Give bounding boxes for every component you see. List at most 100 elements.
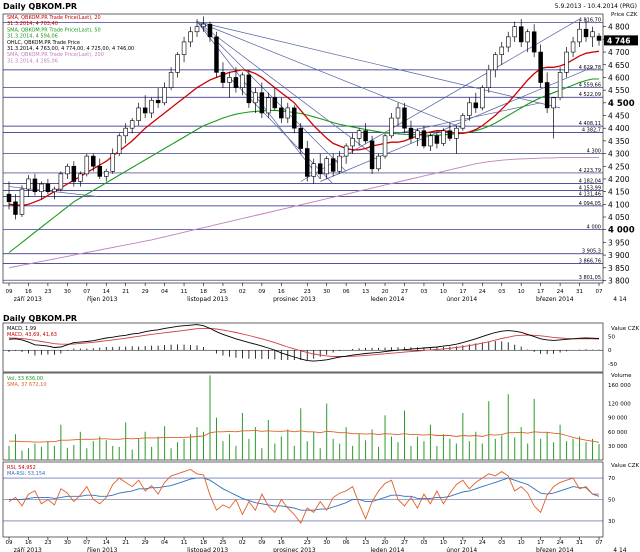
candle-body xyxy=(538,51,543,83)
candle-body xyxy=(123,127,128,137)
candle-body xyxy=(525,31,530,43)
candle-body xyxy=(84,155,90,175)
x-month-label: únor 2014 xyxy=(446,547,477,552)
trend-line xyxy=(196,21,373,154)
x-tick-label: 17 xyxy=(537,540,544,546)
volume-legend-entry: Vol, 33 636,00 xyxy=(7,376,43,382)
x-tick-label: 24 xyxy=(479,289,486,295)
y-tick-label: 3 900 xyxy=(608,251,630,260)
macd-plot-frame xyxy=(2,322,604,373)
x-tick-label: 16 xyxy=(278,540,285,546)
x-month-label: březen 2014 xyxy=(536,547,574,552)
candle-body xyxy=(304,148,310,177)
candle-body xyxy=(583,28,589,38)
x-tick-label: 18 xyxy=(200,289,207,295)
candle-body xyxy=(142,107,148,114)
candle-body xyxy=(382,135,388,157)
candle-body xyxy=(175,54,180,73)
x-tick-label: 07 xyxy=(83,540,90,546)
x-tick-label: 27 xyxy=(401,540,408,546)
candle-body xyxy=(285,107,291,119)
candle-body xyxy=(454,127,459,139)
y-tick-label: 4 250 xyxy=(608,162,630,171)
x-tick-label: 17 xyxy=(459,289,466,295)
price-axis-unit: Price CZK xyxy=(611,12,638,18)
y-tick-label: 3 800 xyxy=(608,276,630,285)
horizontal-level-label: 4 182,04 xyxy=(579,179,601,185)
macd-signal-line xyxy=(8,327,600,357)
x-tick-label: 06 xyxy=(343,540,350,546)
legend-entry: SMA, QBKOM.PR Trade Price(Last), 20 xyxy=(7,15,101,21)
x-tick-label: 23 xyxy=(304,540,311,546)
candle-body xyxy=(78,173,83,182)
candle-body xyxy=(376,155,381,170)
x-tick-label: 29 xyxy=(142,540,149,546)
candle-body xyxy=(570,41,576,53)
candle-body xyxy=(330,158,336,172)
horizontal-level-label: 4 629,78 xyxy=(579,65,601,71)
candle-body xyxy=(421,130,427,147)
candle-body xyxy=(13,201,18,215)
candle-body xyxy=(493,54,498,71)
candle-body xyxy=(39,183,44,192)
x-month-label: prosinec 2013 xyxy=(273,296,316,303)
last-price-marker xyxy=(604,35,638,46)
x-tick-label: 03 xyxy=(498,540,505,546)
y-tick-label: 4 700 xyxy=(608,48,630,57)
price-x-axis: 09 16 23 30 07 14 21 29 04 11 18 25 02 09 16 23 30 06 13 20… xyxy=(6,283,627,303)
x-tick-label: 17 xyxy=(537,289,544,295)
candle-body xyxy=(460,115,466,129)
candle-body xyxy=(155,99,161,104)
y-tick-label: 4 000 xyxy=(608,226,635,236)
candle-body xyxy=(136,107,141,121)
candle-body xyxy=(389,117,394,137)
x-month-label: říjen 2013 xyxy=(87,547,118,552)
candle-body xyxy=(207,23,213,38)
rsi-legend-entry: RSI, 54,952 xyxy=(7,465,36,471)
candle-body xyxy=(58,173,64,190)
horizontal-level-label: 4 131,46 xyxy=(579,191,601,197)
x-tick-label: 20 xyxy=(382,540,389,546)
candle-body xyxy=(65,165,70,175)
candle-body xyxy=(52,188,57,192)
macd-y-tick-label: 0 xyxy=(608,348,612,354)
volume-legend-entry: SMA, 37 672,10 xyxy=(7,382,47,388)
candle-body xyxy=(26,178,31,190)
y-tick-label: 3 950 xyxy=(608,238,630,247)
macd-y-tick-label: -50 xyxy=(608,362,617,368)
candle-body xyxy=(486,69,492,88)
horizontal-level-label: 3 905,3 xyxy=(582,249,601,255)
x-tick-label: 16 xyxy=(25,289,32,295)
x-month-label: únor 2014 xyxy=(446,296,477,303)
candle-body xyxy=(596,35,602,41)
candle-body xyxy=(220,72,226,83)
horizontal-level-label: 4 522,09 xyxy=(579,92,601,98)
horizontal-level-label: 3 801,05 xyxy=(579,275,601,281)
y-tick-label: 4 500 xyxy=(608,99,635,109)
x-month-label: listopad 2013 xyxy=(187,547,228,552)
legend-entry: 31.3.2014, 4 594,06 xyxy=(7,34,58,40)
y-tick-label: 4 200 xyxy=(608,175,630,184)
horizontal-level-label: 4 382,7 xyxy=(582,128,601,134)
x-tick-label: 20 xyxy=(382,289,389,295)
volume-panel: 160 000 120 000 90 000 60 000 30 000 Vol, 33 … xyxy=(2,372,631,461)
x-month-label: listopad 2013 xyxy=(187,296,228,303)
candle-body xyxy=(162,87,167,104)
x-tick-label: 06 xyxy=(343,289,350,295)
horizontal-level-label: 4 559,66 xyxy=(579,83,601,89)
trend-line xyxy=(196,21,347,172)
horizontal-level-label: 4 153,99 xyxy=(579,186,601,192)
candle-body xyxy=(253,92,258,104)
candle-body xyxy=(518,26,524,43)
candle-body xyxy=(272,97,278,109)
candle-body xyxy=(149,99,154,114)
x-month-label: prosinec 2013 xyxy=(273,547,316,552)
candle-body xyxy=(129,120,135,129)
x-tick-label: 30 xyxy=(323,289,330,295)
x-tick-label: 16 xyxy=(25,540,32,546)
y-tick-label: 4 350 xyxy=(608,137,630,146)
candle-body xyxy=(324,158,329,175)
volume-plot-frame xyxy=(2,372,604,461)
